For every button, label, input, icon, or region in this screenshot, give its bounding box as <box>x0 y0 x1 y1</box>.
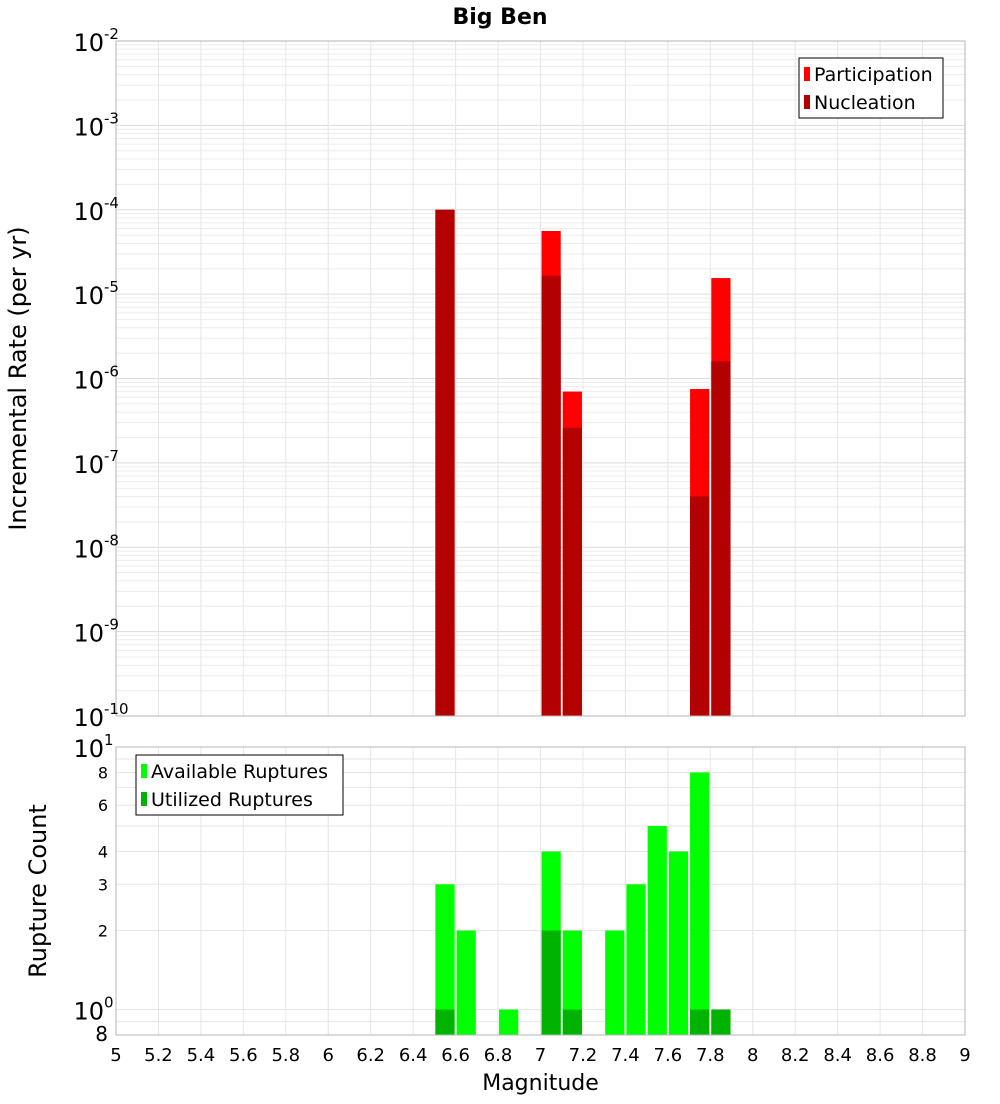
x-tick-label: 6.6 <box>441 1045 470 1066</box>
x-tick-label: 6.8 <box>484 1045 513 1066</box>
bottom-y-decade-base: 10 <box>73 998 104 1026</box>
available-ruptures-bar <box>605 930 625 1035</box>
bottom-y-tick-label: 3 <box>98 875 108 894</box>
top-y-tick-exponent: -2 <box>104 25 119 43</box>
top-y-tick-exponent: -6 <box>104 363 119 381</box>
x-tick-label: 5.6 <box>229 1045 258 1066</box>
top-y-tick-base: 10 <box>73 451 104 479</box>
available-ruptures-bar <box>626 884 646 1035</box>
available-ruptures-bar <box>647 826 667 1035</box>
legend-label: Available Ruptures <box>151 761 328 783</box>
top-y-tick-exponent: -8 <box>104 531 119 549</box>
top-y-tick-base: 10 <box>73 113 104 141</box>
bottom-legend <box>135 754 344 816</box>
legend-swatch <box>804 95 810 109</box>
legend-label: Participation <box>814 64 933 86</box>
top-y-axis-label: Incremental Rate (per yr) <box>4 226 32 530</box>
x-tick-label: 9 <box>959 1045 970 1066</box>
x-tick-label: 6.4 <box>399 1045 428 1066</box>
utilized-ruptures-bar <box>562 1009 582 1035</box>
utilized-ruptures-bar <box>711 1009 731 1035</box>
top-y-tick-base: 10 <box>73 620 104 648</box>
top-y-tick-exponent: -3 <box>104 109 119 127</box>
chart-title: Big Ben <box>452 5 547 30</box>
x-tick-label: 8.4 <box>823 1045 852 1066</box>
bottom-y-tick-label: 8 <box>95 1022 108 1046</box>
top-y-tick-base: 10 <box>73 29 104 57</box>
top-y-tick-base: 10 <box>73 198 104 226</box>
top-y-tick-base: 10 <box>73 535 104 563</box>
x-tick-label: 8.6 <box>866 1045 895 1066</box>
bottom-y-axis-label: Rupture Count <box>24 804 52 978</box>
x-tick-label: 7.8 <box>696 1045 725 1066</box>
x-tick-label: 7.4 <box>611 1045 640 1066</box>
legend-swatch <box>141 764 147 778</box>
x-tick-label: 5.2 <box>144 1045 173 1066</box>
x-tick-label: 7 <box>535 1045 546 1066</box>
utilized-ruptures-bar <box>541 930 561 1035</box>
nucleation-bar <box>562 427 582 716</box>
x-tick-label: 8.8 <box>908 1045 937 1066</box>
x-tick-label: 5 <box>110 1045 121 1066</box>
utilized-ruptures-bar <box>690 1009 710 1035</box>
top-y-tick-exponent: -5 <box>104 278 119 296</box>
x-axis-label: Magnitude <box>482 1071 599 1096</box>
available-ruptures-bar <box>690 772 710 1035</box>
x-tick-label: 5.8 <box>271 1045 300 1066</box>
available-ruptures-bar <box>668 851 689 1035</box>
x-tick-label: 8 <box>747 1045 758 1066</box>
bottom-y-tick-label: 2 <box>98 922 108 941</box>
legend-swatch <box>804 67 810 81</box>
legend-swatch <box>141 792 147 806</box>
bottom-y-tick-label: 8 <box>98 763 108 782</box>
bottom-y-tick-label: 4 <box>98 842 108 861</box>
legend-label: Utilized Ruptures <box>151 789 313 811</box>
x-tick-label: 7.6 <box>654 1045 683 1066</box>
top-y-tick-exponent: -9 <box>104 616 119 634</box>
top-plot-frame <box>115 40 966 717</box>
available-ruptures-bar <box>499 1009 519 1035</box>
bottom-y-decade-exponent: 0 <box>104 994 114 1012</box>
bottom-y-tick-label: 6 <box>98 796 108 815</box>
legend-label: Nucleation <box>814 92 916 114</box>
x-tick-label: 6 <box>323 1045 334 1066</box>
nucleation-bar <box>711 361 731 716</box>
utilized-ruptures-bar <box>435 1009 455 1035</box>
top-y-tick-exponent: -7 <box>104 447 119 465</box>
bottom-y-decade-exponent: 1 <box>104 731 114 749</box>
nucleation-bar <box>435 209 455 716</box>
top-legend <box>798 57 944 119</box>
x-tick-label: 5.4 <box>187 1045 216 1066</box>
top-y-tick-exponent: -10 <box>104 700 129 718</box>
bottom-plot-frame <box>115 746 966 1036</box>
available-ruptures-bar <box>456 930 476 1035</box>
x-tick-label: 7.2 <box>569 1045 598 1066</box>
bottom-y-decade-base: 10 <box>73 735 104 763</box>
available-ruptures-bar <box>435 884 455 1035</box>
top-y-tick-base: 10 <box>73 704 104 732</box>
available-ruptures-bar <box>562 930 582 1035</box>
top-y-tick-exponent: -4 <box>104 194 119 212</box>
x-tick-label: 8.2 <box>781 1045 810 1066</box>
x-tick-label: 6.2 <box>356 1045 385 1066</box>
top-y-tick-base: 10 <box>73 367 104 395</box>
top-y-tick-base: 10 <box>73 282 104 310</box>
nucleation-bar <box>541 275 561 716</box>
nucleation-bar <box>690 496 710 716</box>
